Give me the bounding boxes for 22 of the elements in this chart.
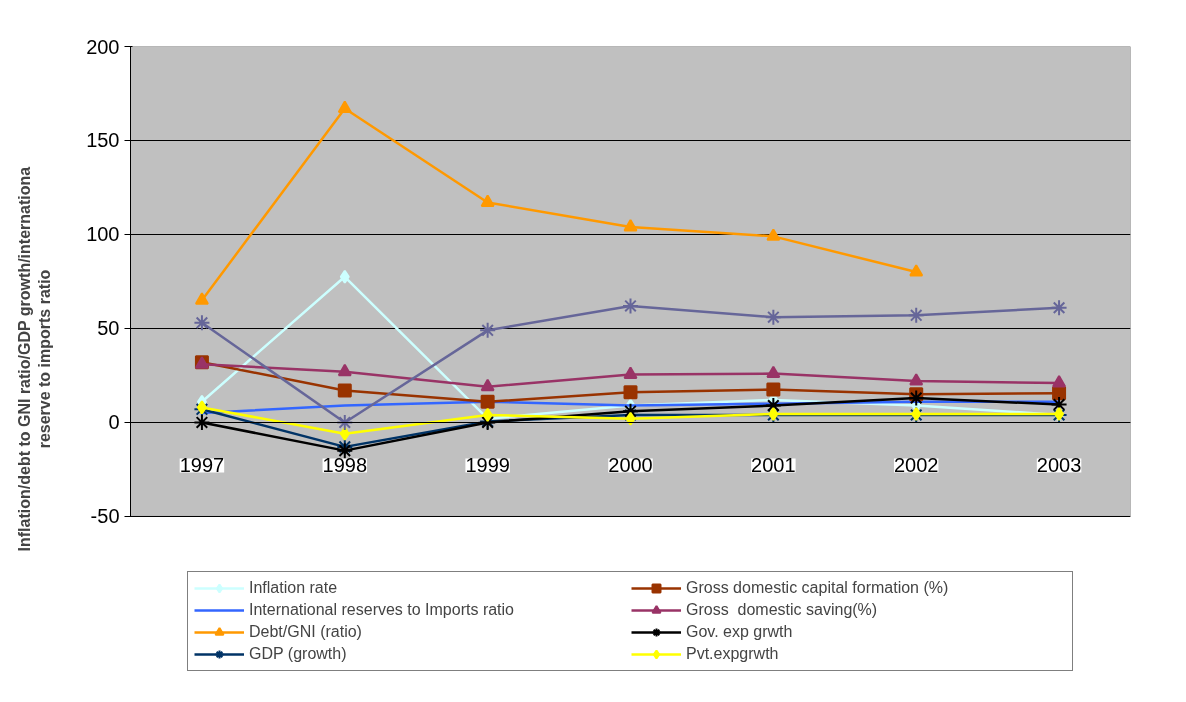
- x-tick-label: 1997: [179, 454, 225, 477]
- y-tick-label: 100: [86, 223, 120, 246]
- y-tick-label: 150: [86, 129, 120, 152]
- legend-label: Debt/GNI (ratio): [249, 623, 363, 641]
- legend-label: Inflation rate: [249, 579, 339, 597]
- legend-label: International reserves to Imports ratio: [249, 601, 515, 619]
- legend-label: Gross domestic saving(%): [686, 601, 879, 619]
- y-tick-label: 0: [108, 411, 120, 434]
- x-tick-label: 2001: [751, 454, 796, 477]
- legend-label: Gov. exp grwth: [686, 623, 794, 641]
- x-tick-label: 2002: [893, 454, 939, 477]
- legend-label: Pvt.expgrwth: [686, 645, 780, 663]
- y-tick-label: 50: [97, 317, 120, 340]
- x-tick-label: 2000: [608, 454, 653, 477]
- x-tick-label: 2003: [1036, 454, 1082, 477]
- y-tick-label: -50: [90, 505, 120, 528]
- x-tick-label: 1999: [465, 454, 510, 477]
- legend-label: Gross domestic capital formation (%): [686, 579, 950, 597]
- y-tick-label: 200: [86, 35, 120, 58]
- legend-label: GDP (growth): [249, 645, 348, 663]
- y-axis-title: Inflation/debt to GNI ratio/GDP growth/internationa reserve to imports ratio: [15, 166, 54, 552]
- x-tick-label: 1998: [322, 454, 368, 477]
